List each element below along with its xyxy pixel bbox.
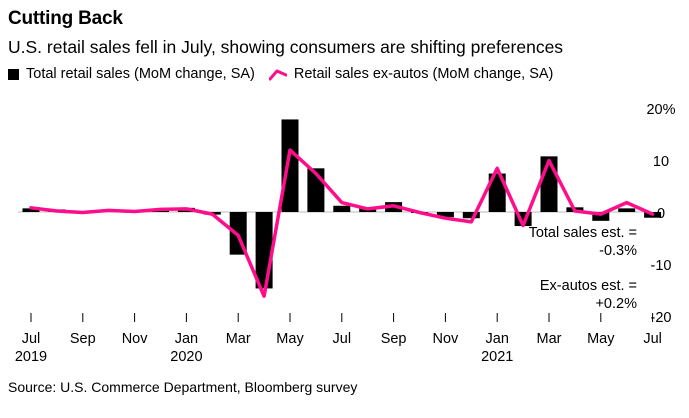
x-year-label: 2021: [481, 349, 513, 365]
bar: [22, 208, 40, 212]
bar: [488, 173, 506, 212]
y-tick-label: -20: [651, 310, 672, 326]
bar: [618, 208, 636, 212]
x-tick-label: Jul: [643, 331, 662, 347]
y-tick-label: 10: [653, 154, 669, 170]
x-year-label: 2019: [15, 349, 47, 365]
legend-label-exautos: Retail sales ex-autos (MoM change, SA): [293, 66, 554, 82]
annotation-label: Total sales est. =: [529, 225, 637, 241]
y-tick-label: 20%: [646, 102, 675, 118]
bar: [281, 119, 299, 212]
x-tick-label: Jan: [486, 331, 509, 347]
bar: [152, 210, 169, 212]
legend-bar-swatch: [8, 68, 19, 80]
x-tick-label: Jan: [175, 331, 198, 347]
x-tick-label: Sep: [381, 331, 407, 347]
y-tick-label: -10: [651, 258, 672, 274]
legend-item-exautos: Retail sales ex-autos (MoM change, SA): [268, 66, 554, 82]
chart-title: Cutting Back: [8, 8, 123, 29]
x-tick-label: Nov: [433, 331, 460, 347]
x-tick-label: Mar: [226, 331, 251, 347]
annotation-label: Ex-autos est. =: [540, 278, 637, 294]
series-line-ex-autos: [29, 148, 655, 298]
x-tick-label: Jul: [333, 331, 352, 347]
bar: [436, 212, 454, 218]
bar: [592, 212, 610, 221]
x-tick-label: Mar: [537, 331, 562, 347]
legend-item-total: Total retail sales (MoM change, SA): [8, 66, 255, 82]
chart-subtitle: U.S. retail sales fell in July, showing …: [8, 37, 564, 57]
x-year-label: 2020: [170, 349, 202, 365]
bar: [462, 212, 480, 219]
source-note: Source: U.S. Commerce Department, Bloomb…: [8, 379, 358, 395]
x-tick-label: May: [276, 331, 304, 347]
x-tick-label: Nov: [122, 331, 149, 347]
x-tick-label: May: [587, 331, 615, 347]
bar: [255, 212, 273, 289]
annotation-value: +0.2%: [595, 296, 637, 312]
annotation-value: -0.3%: [599, 243, 637, 259]
legend-line-swatch: [268, 69, 287, 81]
legend-label-total: Total retail sales (MoM change, SA): [26, 66, 255, 82]
x-tick-label: Jul: [22, 331, 41, 347]
bar: [333, 205, 351, 212]
x-tick-label: Sep: [70, 331, 96, 347]
legend: Total retail sales (MoM change, SA) Reta…: [8, 66, 567, 82]
